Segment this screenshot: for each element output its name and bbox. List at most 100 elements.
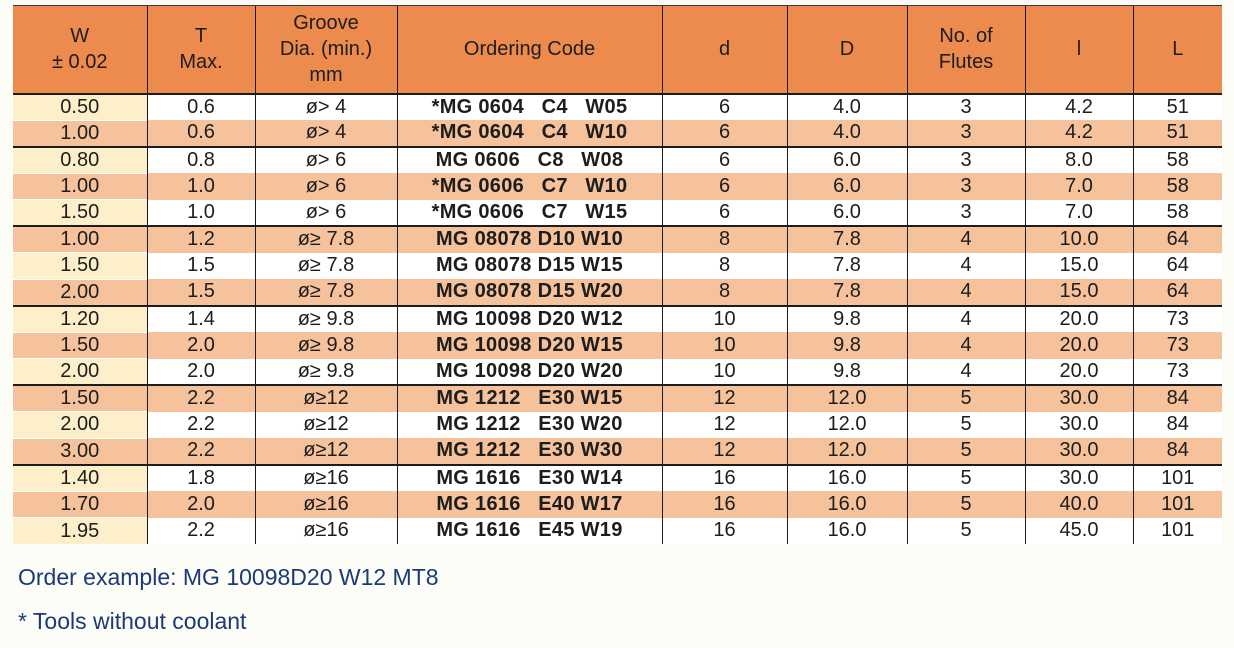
cell-t-max: 1.4 <box>146 305 255 332</box>
cell-groove-dia: ø≥ 7.8 <box>254 226 397 253</box>
header-w-tolerance: W ± 0.02 <box>13 5 147 95</box>
cell-t-max: 1.8 <box>146 464 255 491</box>
cell-d-lower: 6 <box>661 93 787 120</box>
cell-d-upper: 4.0 <box>786 120 907 148</box>
cell-l-upper: 73 <box>1132 332 1222 359</box>
cell-d-upper: 16.0 <box>786 491 907 518</box>
cell-d-upper: 16.0 <box>786 517 907 544</box>
cell-d-upper: 6.0 <box>786 173 907 200</box>
cell-l-lower: 7.0 <box>1024 199 1133 227</box>
cell-no-of-flutes: 4 <box>906 252 1025 279</box>
cell-l-upper: 73 <box>1132 305 1222 332</box>
cell-t-max: 2.2 <box>146 438 255 466</box>
header-d-upper: D <box>786 5 907 95</box>
table-row: 1.00 1.2 ø≥ 7.8 MG 08078 D10 W10 8 7.8 4… <box>13 225 1222 253</box>
cell-l-lower: 20.0 <box>1024 332 1133 359</box>
table-row: 2.00 1.5 ø≥ 7.8 MG 08078 D15 W20 8 7.8 4… <box>13 278 1222 307</box>
cell-t-max: 2.0 <box>146 332 255 359</box>
cell-d-lower: 8 <box>661 279 787 307</box>
cell-w-width: 1.50 <box>13 199 147 227</box>
coolant-note-text: * Tools without coolant <box>18 608 247 634</box>
cell-d-upper: 7.8 <box>786 279 907 307</box>
cell-w-width: 1.00 <box>13 119 147 148</box>
cell-t-max: 0.6 <box>146 93 255 120</box>
cell-ordering-code: *MG 0606 C7 W10 <box>396 173 662 200</box>
cell-l-upper: 101 <box>1132 491 1222 518</box>
cell-l-lower: 20.0 <box>1024 305 1133 332</box>
tool-spec-table: W ± 0.02 T Max. Groove Dia. (min.) mm Or… <box>13 5 1222 544</box>
cell-d-upper: 12.0 <box>786 411 907 438</box>
cell-no-of-flutes: 5 <box>906 464 1025 491</box>
cell-ordering-code: MG 1616 E40 W17 <box>396 491 662 518</box>
table-row: 3.00 2.2 ø≥12 MG 1212 E30 W30 12 12.0 5 … <box>13 437 1222 466</box>
cell-l-lower: 4.2 <box>1024 93 1133 120</box>
cell-d-lower: 8 <box>661 226 787 253</box>
cell-d-upper: 6.0 <box>786 146 907 173</box>
cell-t-max: 1.0 <box>146 199 255 227</box>
cell-no-of-flutes: 4 <box>906 332 1025 359</box>
cell-w-width: 1.00 <box>13 225 147 253</box>
cell-l-upper: 84 <box>1132 385 1222 412</box>
cell-w-width: 1.40 <box>13 464 147 491</box>
cell-ordering-code: MG 08078 D15 W15 <box>396 252 662 279</box>
table-row: 0.50 0.6 ø> 4 *MG 0604 C4 W05 6 4.0 3 4.… <box>13 93 1222 120</box>
cell-w-width: 0.80 <box>13 146 147 173</box>
cell-d-upper: 12.0 <box>786 438 907 466</box>
cell-no-of-flutes: 3 <box>906 173 1025 200</box>
cell-d-upper: 9.8 <box>786 332 907 359</box>
cell-ordering-code: MG 08078 D15 W20 <box>396 279 662 307</box>
table-row: 1.50 2.2 ø≥12 MG 1212 E30 W15 12 12.0 5 … <box>13 384 1222 412</box>
cell-t-max: 1.2 <box>146 226 255 253</box>
cell-w-width: 2.00 <box>13 278 147 307</box>
header-l-lower: l <box>1024 5 1133 95</box>
cell-no-of-flutes: 3 <box>906 93 1025 120</box>
cell-d-lower: 6 <box>661 199 787 227</box>
cell-groove-dia: ø≥12 <box>254 411 397 438</box>
cell-groove-dia: ø> 6 <box>254 146 397 173</box>
header-d-lower: d <box>661 5 787 95</box>
cell-d-lower: 10 <box>661 358 787 386</box>
cell-l-upper: 101 <box>1132 517 1222 544</box>
cell-groove-dia: ø> 6 <box>254 173 397 200</box>
cell-l-upper: 58 <box>1132 173 1222 200</box>
cell-l-upper: 84 <box>1132 438 1222 466</box>
cell-w-width: 1.50 <box>13 331 147 359</box>
cell-no-of-flutes: 4 <box>906 226 1025 253</box>
cell-d-lower: 12 <box>661 385 787 412</box>
table-row: 1.40 1.8 ø≥16 MG 1616 E30 W14 16 16.0 5 … <box>13 464 1222 491</box>
cell-l-upper: 51 <box>1132 93 1222 120</box>
table-row: 1.70 2.0 ø≥16 MG 1616 E40 W17 16 16.0 5 … <box>13 490 1222 518</box>
cell-l-upper: 58 <box>1132 146 1222 173</box>
table-row: 1.00 0.6 ø> 4 *MG 0604 C4 W10 6 4.0 3 4.… <box>13 119 1222 148</box>
table-row: 1.95 2.2 ø≥16 MG 1616 E45 W19 16 16.0 5 … <box>13 517 1222 544</box>
cell-l-upper: 64 <box>1132 252 1222 279</box>
header-groove-dia: Groove Dia. (min.) mm <box>254 5 397 95</box>
cell-d-lower: 16 <box>661 491 787 518</box>
cell-l-lower: 45.0 <box>1024 517 1133 544</box>
cell-d-lower: 6 <box>661 120 787 148</box>
cell-w-width: 2.00 <box>13 358 147 386</box>
cell-no-of-flutes: 4 <box>906 358 1025 386</box>
cell-ordering-code: MG 10098 D20 W20 <box>396 358 662 386</box>
cell-w-width: 3.00 <box>13 437 147 466</box>
order-example-text: Order example: MG 10098D20 W12 MT8 <box>18 564 439 590</box>
cell-ordering-code: *MG 0606 C7 W15 <box>396 199 662 227</box>
cell-t-max: 1.0 <box>146 173 255 200</box>
cell-d-upper: 9.8 <box>786 358 907 386</box>
cell-no-of-flutes: 3 <box>906 199 1025 227</box>
cell-l-lower: 30.0 <box>1024 411 1133 438</box>
cell-no-of-flutes: 4 <box>906 305 1025 332</box>
cell-ordering-code: *MG 0604 C4 W05 <box>396 93 662 120</box>
table-row: 1.20 1.4 ø≥ 9.8 MG 10098 D20 W12 10 9.8 … <box>13 305 1222 332</box>
cell-l-lower: 30.0 <box>1024 438 1133 466</box>
cell-groove-dia: ø> 4 <box>254 120 397 148</box>
cell-ordering-code: MG 1616 E30 W14 <box>396 464 662 491</box>
cell-t-max: 0.8 <box>146 146 255 173</box>
cell-d-lower: 6 <box>661 173 787 200</box>
table-row: 1.50 1.0 ø> 6 *MG 0606 C7 W15 6 6.0 3 7.… <box>13 199 1222 227</box>
cell-l-lower: 40.0 <box>1024 491 1133 518</box>
cell-l-upper: 84 <box>1132 411 1222 438</box>
cell-l-upper: 64 <box>1132 226 1222 253</box>
cell-l-lower: 10.0 <box>1024 226 1133 253</box>
